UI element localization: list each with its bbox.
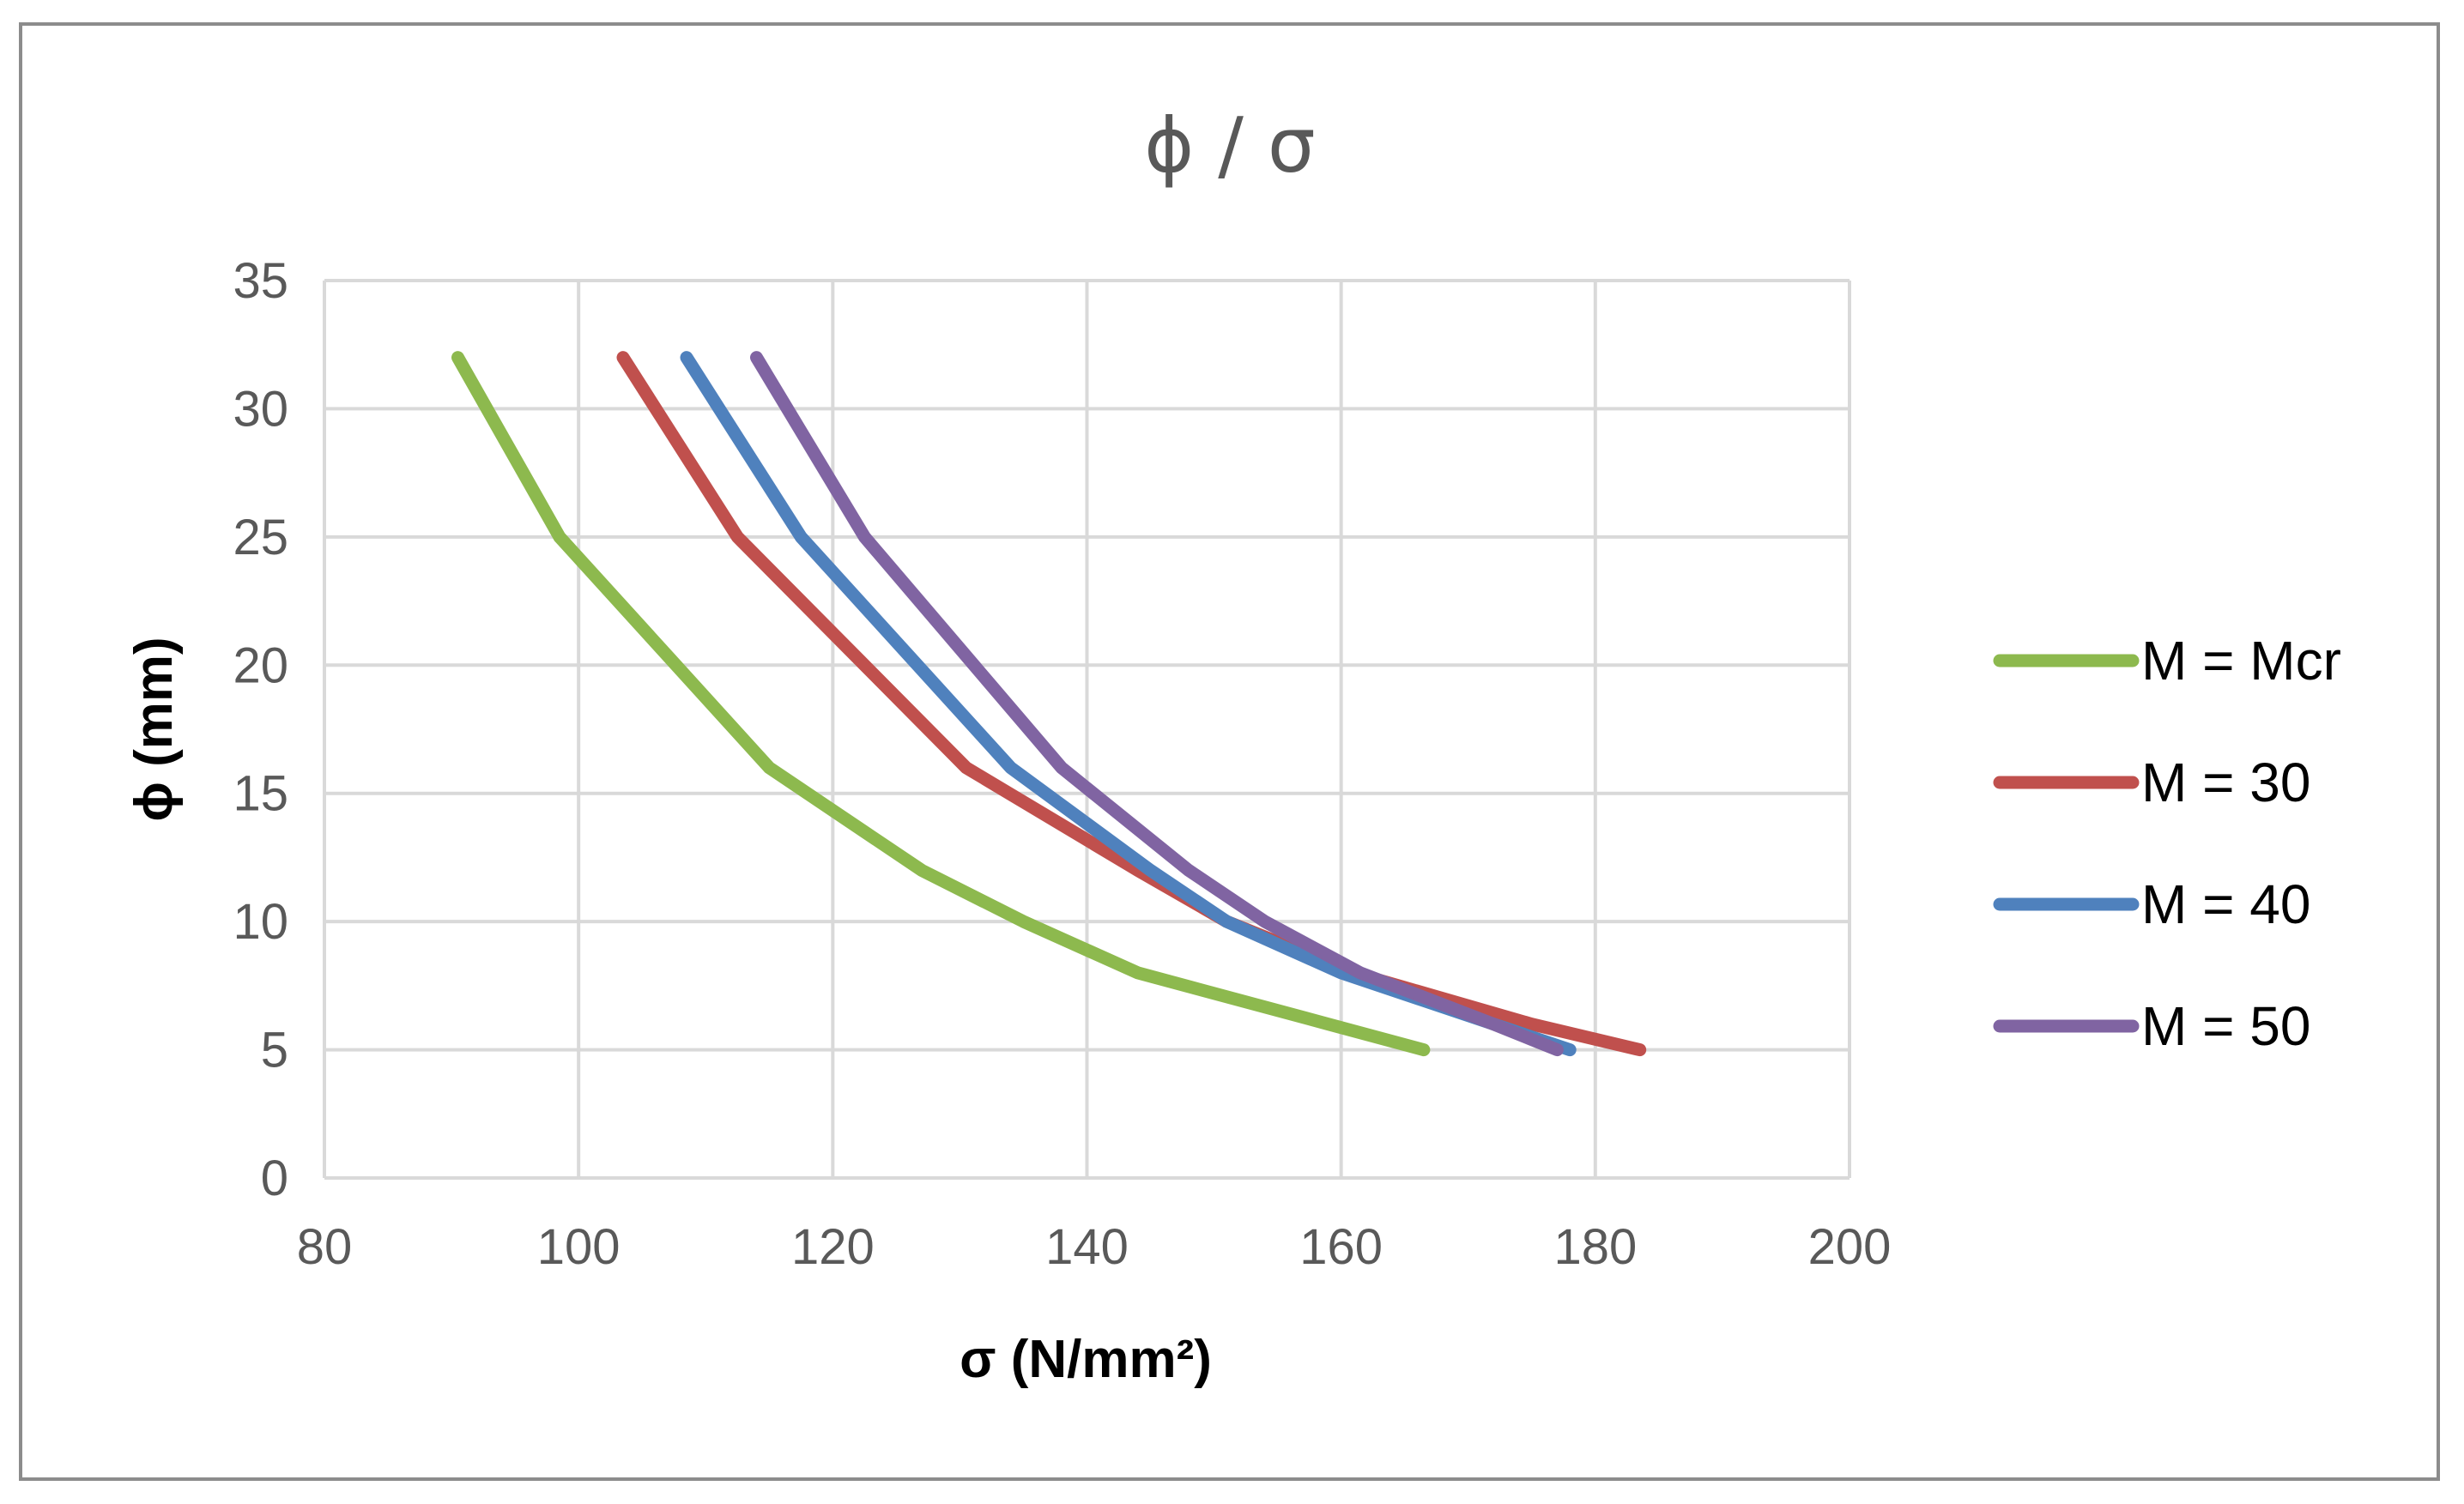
- y-tick-label: 20: [233, 637, 288, 693]
- x-tick-label: 140: [1045, 1219, 1129, 1275]
- chart-title: ϕ / σ: [1144, 101, 1315, 190]
- y-tick-label: 15: [233, 766, 288, 822]
- legend: M = Mcr M = 30 M = 40 M = 50: [1993, 630, 2341, 1057]
- y-tick-label: 25: [233, 510, 288, 565]
- y-axis-title: ϕ (mm): [124, 637, 184, 821]
- chart-frame: [19, 22, 2440, 1481]
- tick-labels: 0 5 10 15 20 25 30 35 80 100 120 140 160 180 200: [233, 253, 1891, 1275]
- grid-layer: [323, 279, 1851, 1180]
- series-layer: [451, 351, 1647, 1057]
- x-tick-label: 120: [791, 1219, 875, 1275]
- x-tick-label: 80: [297, 1219, 353, 1275]
- series-line-1: [451, 351, 1431, 1057]
- series-line-2: [616, 351, 1647, 1057]
- legend-label-1: M = Mcr: [2141, 630, 2341, 692]
- legend-label-4: M = 50: [2141, 995, 2310, 1057]
- y-tick-label: 35: [233, 253, 288, 309]
- y-tick-label: 0: [261, 1151, 288, 1206]
- y-tick-label: 10: [233, 894, 288, 950]
- x-tick-label: 100: [537, 1219, 621, 1275]
- x-tick-label: 160: [1299, 1219, 1383, 1275]
- y-tick-label: 5: [261, 1023, 288, 1078]
- legend-label-2: M = 30: [2141, 752, 2310, 813]
- x-tick-label: 200: [1808, 1219, 1892, 1275]
- series-line-4: [750, 351, 1564, 1057]
- x-axis-title: σ (N/mm²): [960, 1330, 1212, 1389]
- y-tick-label: 30: [233, 381, 288, 437]
- legend-label-3: M = 40: [2141, 873, 2310, 935]
- x-tick-label: 180: [1553, 1219, 1637, 1275]
